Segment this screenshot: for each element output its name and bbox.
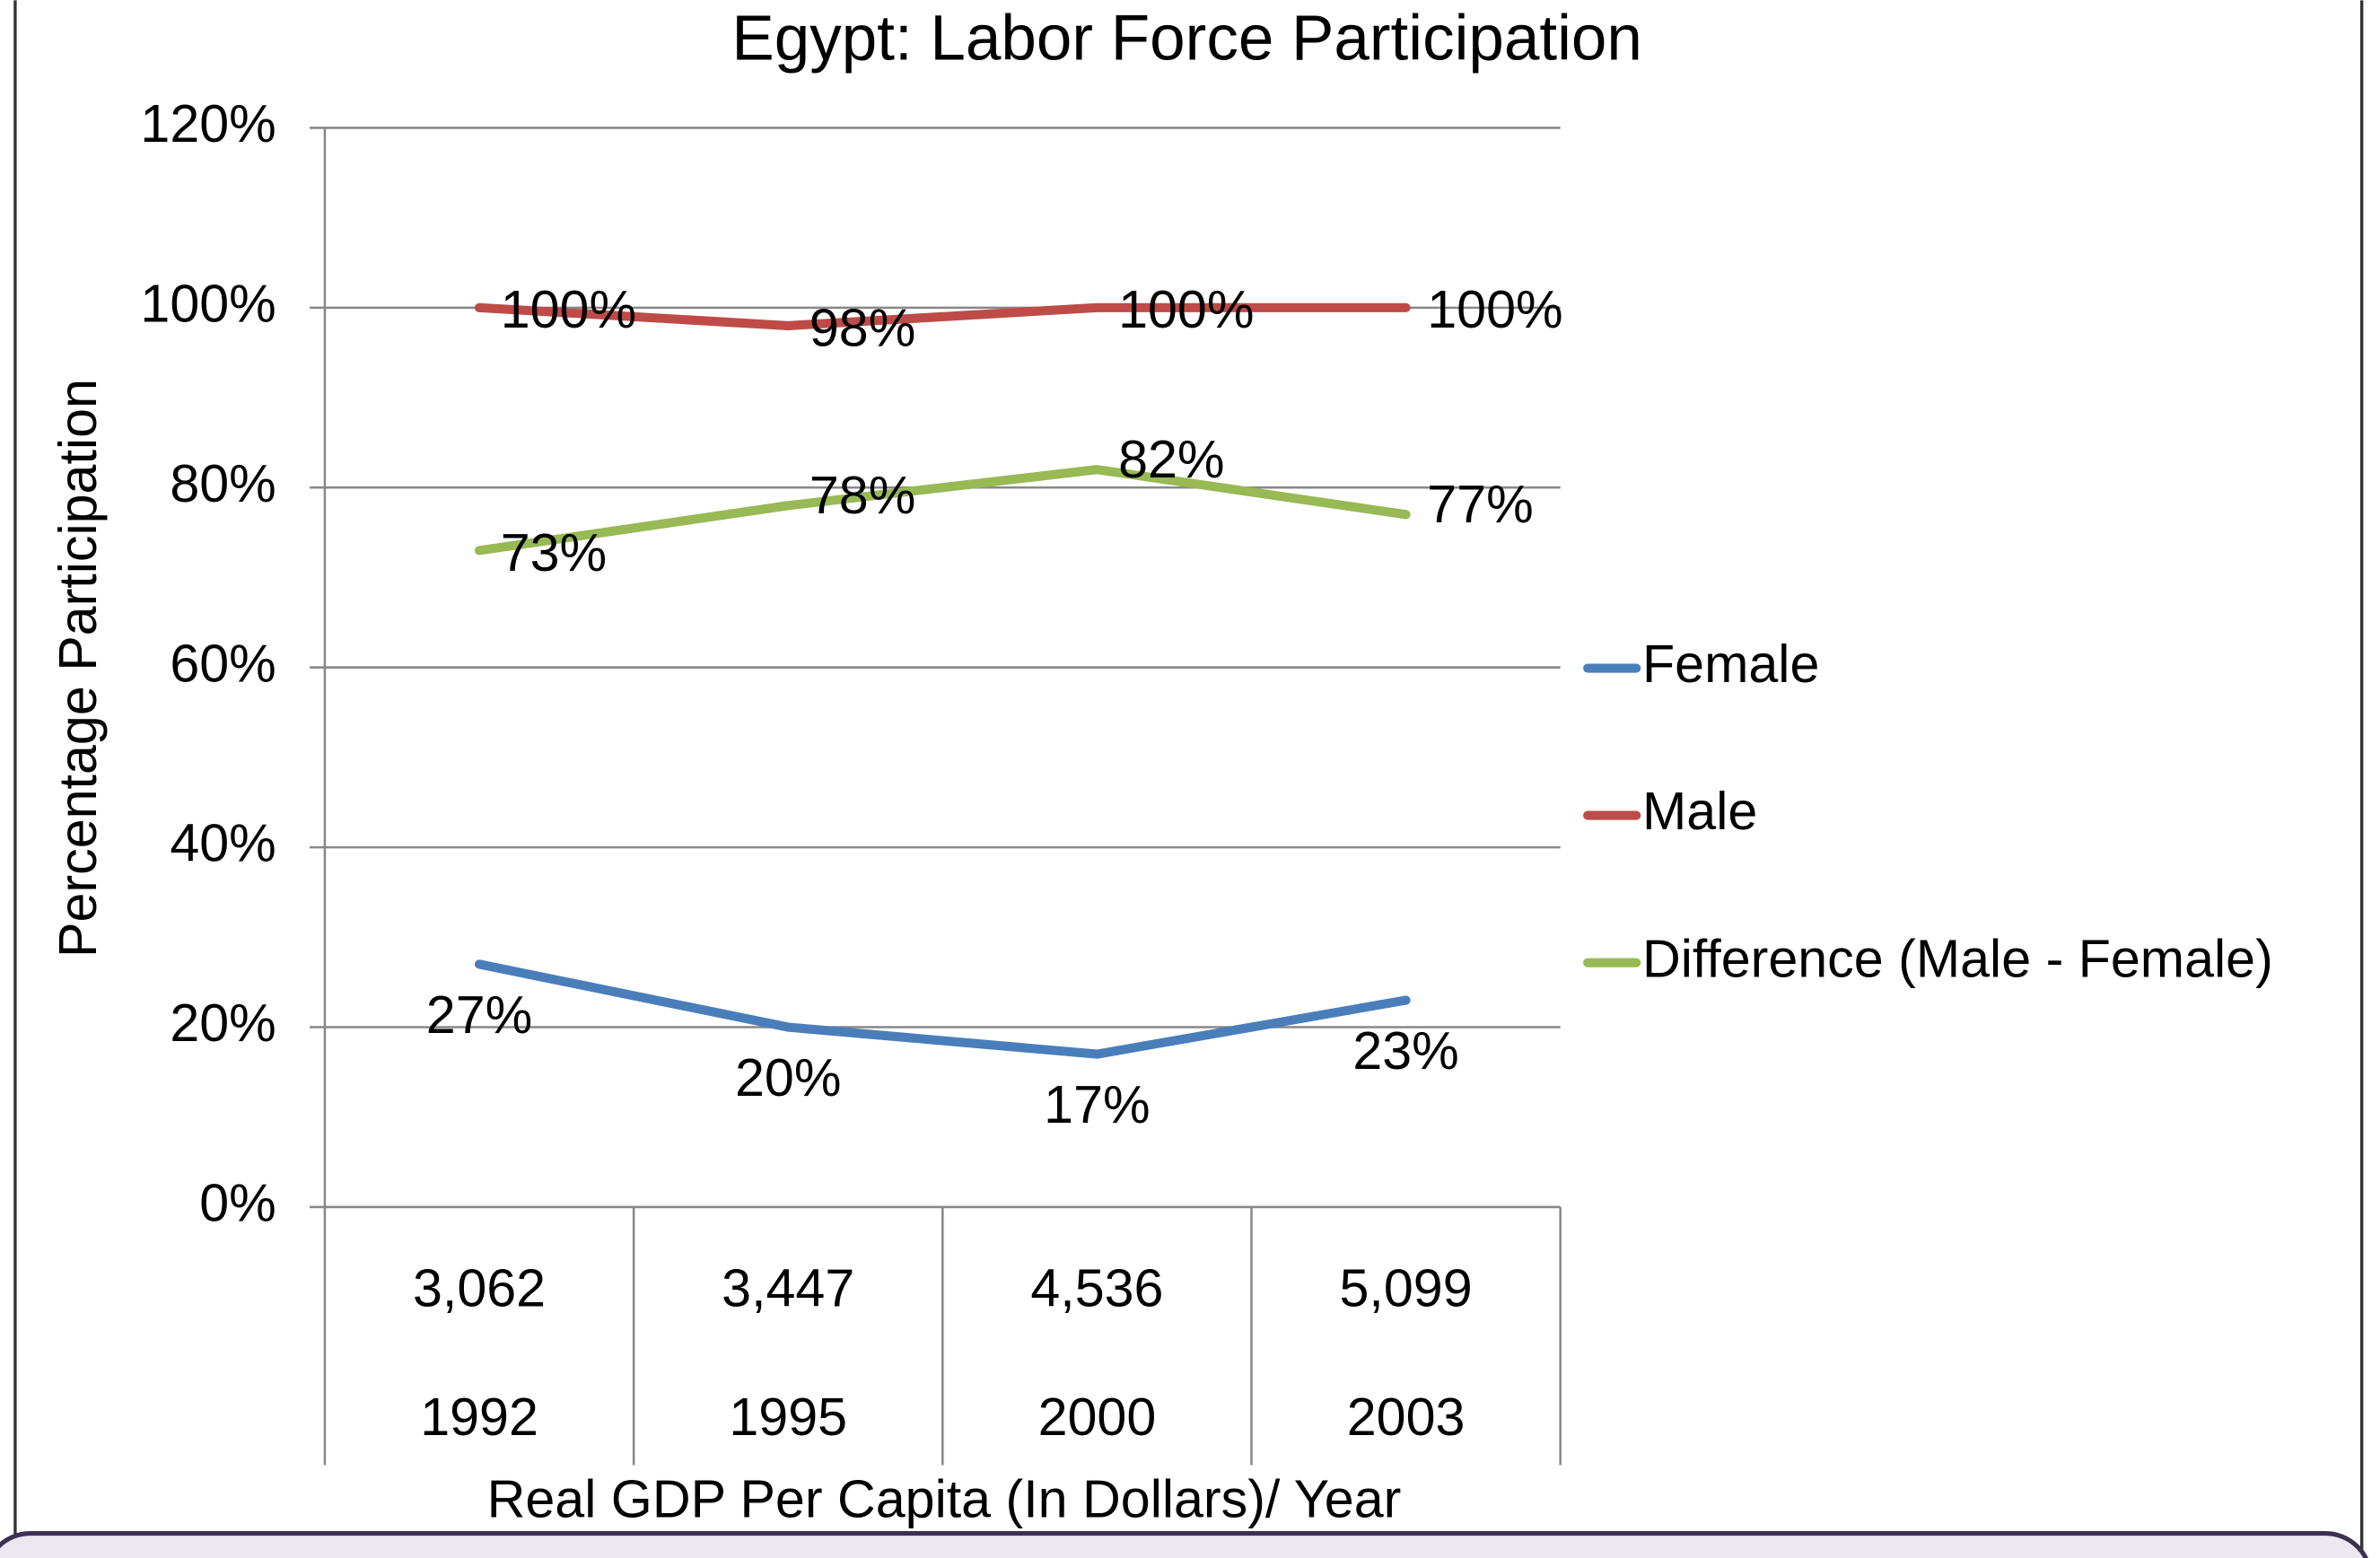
series-line [474,959,1411,1059]
x-tick-year: 2003 [1347,1387,1466,1447]
data-label: 27% [426,985,532,1045]
data-label: 17% [1044,1074,1150,1134]
data-label: 100% [1118,279,1254,339]
y-tick-label: 80% [170,453,276,513]
data-label: 82% [1118,429,1224,489]
x-tick-label: 4,536 [1030,1257,1163,1317]
data-label: 100% [501,279,636,339]
x-tick-label: 5,099 [1340,1257,1473,1317]
chart-title: Egypt: Labor Force Participation [731,3,1641,74]
legend-label: Difference (Male - Female) [1642,928,2273,988]
x-tick-year: 1992 [420,1387,538,1447]
data-label: 73% [501,522,607,582]
data-label: 78% [809,465,915,525]
x-tick-year: 1995 [729,1387,847,1447]
y-tick-label: 60% [170,633,276,693]
data-label: 100% [1427,279,1562,339]
bottom-panel [0,1531,2368,1558]
x-axis-label: Real GDP Per Capita (In Dollars)/ Year [487,1468,1402,1528]
x-tick-label: 3,062 [413,1257,546,1317]
y-tick-label: 40% [170,813,276,873]
x-tick-year: 2000 [1038,1387,1157,1447]
y-tick-label: 100% [140,273,276,333]
y-tick-label: 120% [140,93,276,153]
x-tick-label: 3,447 [722,1257,854,1317]
data-label: 23% [1352,1020,1458,1081]
data-label: 77% [1427,474,1533,534]
series-line [474,302,1411,330]
legend-label: Male [1642,781,1757,841]
data-label: 20% [735,1047,841,1107]
y-tick-label: 0% [199,1173,276,1233]
legend-label: Female [1642,634,1819,694]
y-tick-label: 20% [170,993,276,1053]
series-line [474,465,1411,556]
y-axis-label: Percentage Participation [48,379,108,958]
data-label: 98% [809,297,915,357]
